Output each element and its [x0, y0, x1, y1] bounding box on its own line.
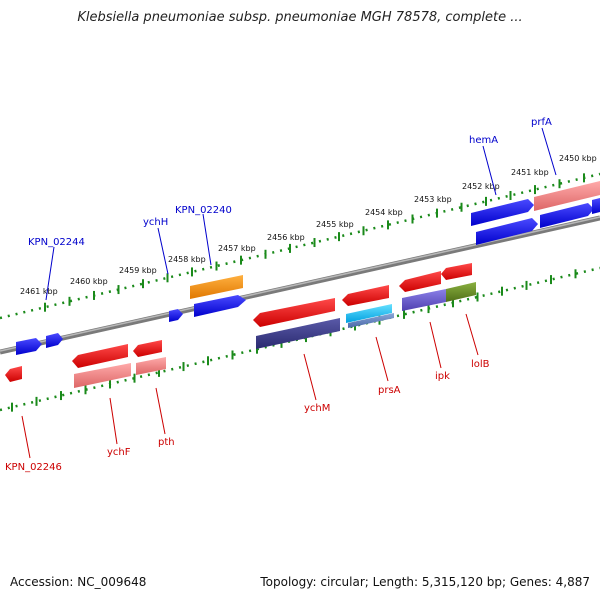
gene-arrow-orange[interactable]: [190, 275, 243, 299]
scale-label: 2452 kbp: [462, 182, 500, 191]
reverse-scale-track: [0, 266, 600, 412]
gene-arrow[interactable]: [5, 366, 22, 382]
gene-label[interactable]: ipk: [435, 371, 450, 382]
forward-major-ticks: [44, 173, 585, 312]
gene-arrow[interactable]: [540, 203, 594, 228]
scale-label: 2454 kbp: [365, 208, 403, 217]
gene-arrow[interactable]: [16, 338, 42, 355]
gene-label[interactable]: lolB: [471, 359, 490, 370]
gene-arrow[interactable]: [253, 298, 335, 327]
reverse-genes: [5, 263, 476, 388]
gene-arrow[interactable]: [72, 344, 128, 368]
gene-arrow[interactable]: [169, 309, 183, 322]
scale-label: 2459 kbp: [119, 266, 157, 275]
map-title: Klebsiella pneumoniae subsp. pneumoniae …: [77, 10, 523, 25]
scale-label: 2457 kbp: [218, 244, 256, 253]
gene-arrow[interactable]: [46, 333, 63, 348]
gene-arrow-purple[interactable]: [402, 289, 446, 311]
gene-label[interactable]: pth: [158, 437, 175, 448]
gene-label[interactable]: prsA: [378, 385, 401, 396]
reverse-major-ticks: [11, 269, 577, 412]
gene-arrow-pink[interactable]: [136, 357, 166, 375]
gene-arrow[interactable]: [342, 285, 389, 306]
gene-arrow-navy[interactable]: [256, 318, 340, 349]
scale-label: 2455 kbp: [316, 220, 354, 229]
gene-label[interactable]: KPN_02244: [28, 237, 85, 248]
genome-summary-text: Topology: circular; Length: 5,315,120 bp…: [260, 575, 590, 589]
gene-label[interactable]: ychF: [107, 447, 131, 458]
gene-arrow[interactable]: [476, 218, 538, 245]
genome-backbone-highlight: [0, 216, 600, 352]
reverse-label-leaders: [21, 313, 479, 459]
gene-label[interactable]: ychH: [143, 217, 168, 228]
gene-arrow[interactable]: [399, 271, 441, 292]
gene-label[interactable]: KPN_02240: [175, 205, 232, 216]
gene-label[interactable]: hemA: [469, 135, 498, 146]
forward-label-leaders: [45, 127, 557, 301]
gene-arrow-pink[interactable]: [534, 181, 600, 211]
genome-backbone: [0, 215, 600, 355]
accession-text: Accession: NC_009648: [10, 575, 147, 589]
gene-arrow[interactable]: [441, 263, 472, 280]
scale-labels: 2461 kbp 2460 kbp 2459 kbp 2458 kbp 2457…: [20, 154, 597, 296]
scale-label: 2461 kbp: [20, 287, 58, 296]
scale-label: 2451 kbp: [511, 168, 549, 177]
gene-label[interactable]: prfA: [531, 117, 552, 128]
gene-arrow[interactable]: [133, 340, 162, 357]
gene-arrow[interactable]: [471, 199, 534, 226]
gene-arrow[interactable]: [194, 295, 246, 317]
gene-arrow-cyan[interactable]: [346, 304, 392, 323]
gene-arrow-olive[interactable]: [446, 282, 476, 302]
gene-label[interactable]: ychM: [304, 403, 330, 414]
gene-label[interactable]: KPN_02246: [5, 462, 62, 473]
gene-arrow-pink[interactable]: [74, 363, 131, 388]
gene-arrow-steel[interactable]: [348, 313, 394, 328]
scale-label: 2456 kbp: [267, 233, 305, 242]
scale-label: 2450 kbp: [559, 154, 597, 163]
scale-label: 2460 kbp: [70, 277, 108, 286]
gene-arrow[interactable]: [592, 198, 600, 214]
scale-label: 2453 kbp: [414, 195, 452, 204]
scale-label: 2458 kbp: [168, 255, 206, 264]
forward-genes: [16, 181, 600, 355]
